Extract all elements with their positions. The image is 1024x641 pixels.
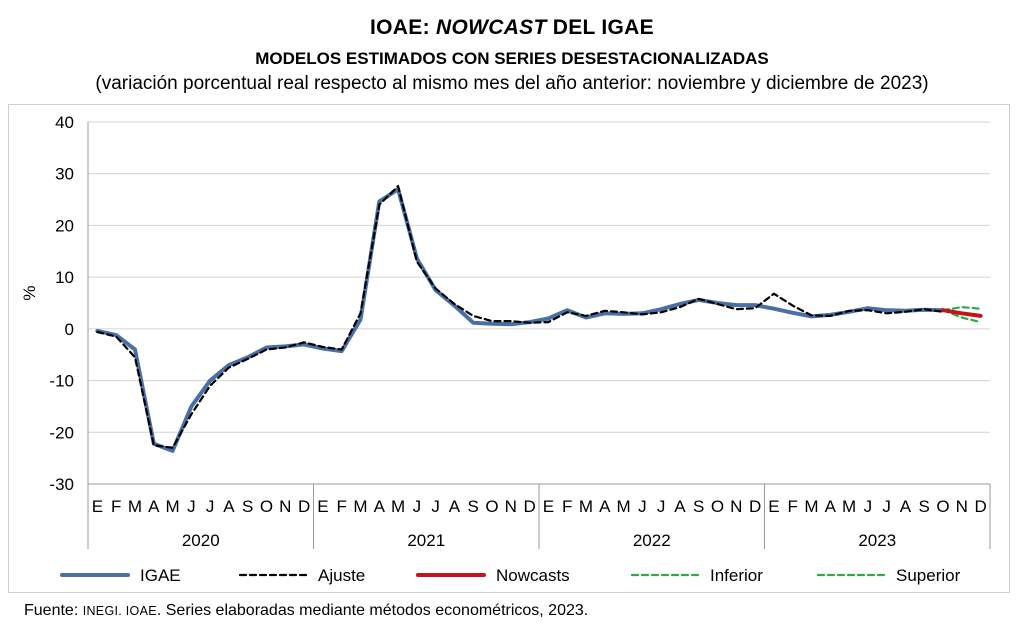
month-tick-label: D (298, 497, 310, 516)
legend-label: IGAE (140, 566, 181, 585)
month-tick-label: F (787, 497, 797, 516)
legend-label: Nowcasts (496, 566, 570, 585)
month-tick-label: A (674, 497, 686, 516)
source-label: Fuente: (24, 602, 83, 619)
month-tick-label: N (279, 497, 291, 516)
month-tick-label: S (693, 497, 704, 516)
month-tick-label: E (768, 497, 779, 516)
source-org: INEGI. IOAE (82, 604, 157, 618)
title-prefix: IOAE: (370, 16, 437, 39)
month-tick-label: F (562, 497, 572, 516)
legend-label: Superior (896, 566, 961, 585)
month-tick-label: N (956, 497, 968, 516)
source-note: Fuente: INEGI. IOAE. Series elaboradas m… (24, 602, 588, 620)
chart-frame (8, 104, 1010, 593)
legend-label: Ajuste (318, 566, 365, 585)
year-label: 2022 (633, 531, 671, 550)
month-tick-label: N (730, 497, 742, 516)
month-tick-label: J (638, 497, 647, 516)
month-tick-label: A (223, 497, 235, 516)
series-line-superior (941, 306, 982, 312)
year-label: 2023 (858, 531, 896, 550)
month-tick-label: A (900, 497, 912, 516)
y-tick-label: 30 (55, 165, 74, 184)
month-tick-label: J (413, 497, 422, 516)
month-tick-label: F (111, 497, 121, 516)
month-tick-label: A (599, 497, 611, 516)
y-tick-label: 10 (55, 268, 74, 287)
chart-title: IOAE: NOWCAST DEL IGAE (0, 16, 1024, 40)
title-italic: NOWCAST (436, 16, 547, 39)
month-tick-label: E (317, 497, 328, 516)
y-axis-label: % (20, 285, 39, 300)
month-tick-label: E (543, 497, 554, 516)
month-tick-label: O (260, 497, 273, 516)
month-tick-label: S (919, 497, 930, 516)
source-rest: . Series elaboradas mediante métodos eco… (156, 602, 589, 619)
month-tick-label: O (936, 497, 949, 516)
month-tick-label: J (657, 497, 666, 516)
month-tick-label: M (616, 497, 630, 516)
month-tick-label: A (825, 497, 837, 516)
month-tick-label: S (468, 497, 479, 516)
month-tick-label: D (974, 497, 986, 516)
month-tick-label: O (711, 497, 724, 516)
month-tick-label: M (128, 497, 142, 516)
month-tick-label: J (882, 497, 891, 516)
month-tick-label: A (374, 497, 386, 516)
title-suffix: DEL IGAE (546, 16, 654, 39)
month-tick-label: O (485, 497, 498, 516)
y-tick-label: 40 (55, 113, 74, 132)
chart-note: (variación porcentual real respecto al m… (95, 73, 929, 94)
month-tick-label: N (505, 497, 517, 516)
series-line-nowcasts (941, 308, 983, 318)
year-label: 2020 (182, 531, 220, 550)
month-tick-label: E (92, 497, 103, 516)
series-line-igae (95, 187, 945, 453)
y-tick-label: 0 (65, 320, 74, 339)
month-tick-label: F (336, 497, 346, 516)
legend-label: Inferior (710, 566, 763, 585)
month-tick-label: J (206, 497, 215, 516)
y-tick-label: 20 (55, 216, 74, 235)
month-tick-label: A (449, 497, 461, 516)
year-label: 2021 (407, 531, 445, 550)
y-tick-label: -20 (49, 423, 74, 442)
month-tick-label: J (187, 497, 196, 516)
y-tick-label: -10 (49, 372, 74, 391)
month-tick-label: D (523, 497, 535, 516)
month-tick-label: M (579, 497, 593, 516)
series-line-ajuste (96, 185, 945, 449)
month-tick-label: M (804, 497, 818, 516)
month-tick-label: A (148, 497, 160, 516)
chart-subtitle: MODELOS ESTIMADOS CON SERIES DESESTACION… (255, 49, 769, 68)
month-tick-label: M (842, 497, 856, 516)
month-tick-label: J (431, 497, 440, 516)
month-tick-label: M (391, 497, 405, 516)
month-tick-label: M (353, 497, 367, 516)
month-tick-label: D (749, 497, 761, 516)
month-tick-label: S (242, 497, 253, 516)
y-tick-label: -30 (49, 475, 74, 494)
month-tick-label: J (864, 497, 873, 516)
month-tick-label: M (165, 497, 179, 516)
